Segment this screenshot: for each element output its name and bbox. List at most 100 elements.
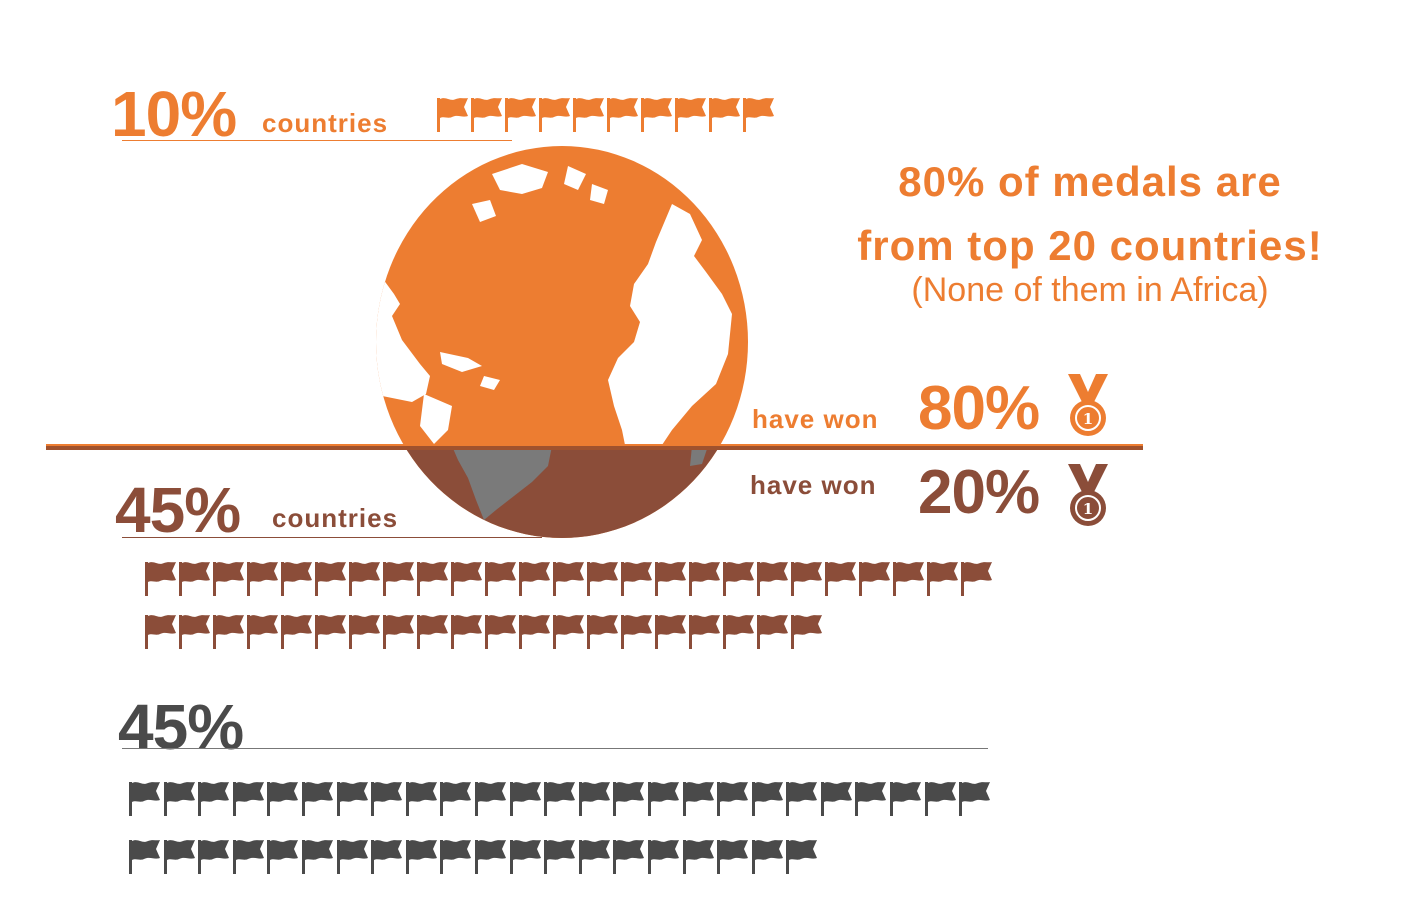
flag-icon: [301, 840, 333, 874]
top-share-label: have won: [752, 404, 879, 434]
flag-icon: [179, 615, 210, 649]
flag-icon: [485, 615, 516, 649]
flag-icon: [440, 782, 472, 816]
flag-icon: [417, 615, 448, 649]
headline-line-1: 80% of medals are: [898, 158, 1282, 205]
flag-icon: [213, 615, 244, 649]
flag-icon: [179, 562, 210, 596]
top-flag-row: [436, 96, 776, 134]
middle-group-percent: 45%: [115, 474, 241, 546]
bottom-group-rule: [122, 748, 988, 749]
middle-group-label: countries: [272, 503, 399, 533]
flag-icon: [927, 562, 958, 596]
flag-icon: [371, 782, 403, 816]
headline-line-2: from top 20 countries!: [857, 222, 1323, 269]
flag-icon: [717, 840, 749, 874]
flag-icon: [485, 562, 516, 596]
flag-icon: [281, 615, 312, 649]
flag-icon: [437, 98, 468, 132]
flag-icon: [893, 562, 924, 596]
flag-icon: [213, 562, 244, 596]
top-share-percent: 80%: [918, 374, 1040, 443]
bottom-share-label: have won: [750, 470, 877, 500]
flag-icon: [519, 562, 550, 596]
flag-icon: [647, 782, 679, 816]
divider-line-highlight: [46, 444, 1143, 446]
flag-icon: [405, 840, 437, 874]
flag-icon: [553, 615, 584, 649]
flag-icon: [825, 562, 856, 596]
bottom-flag-row-2: [128, 838, 819, 876]
top-group-percent: 10%: [111, 78, 237, 150]
flag-icon: [349, 562, 380, 596]
flag-icon: [336, 840, 368, 874]
bottom-share-percent: 20%: [918, 458, 1040, 527]
flag-icon: [417, 562, 448, 596]
flag-icon: [757, 615, 788, 649]
flag-icon: [232, 840, 264, 874]
flag-icon: [544, 782, 576, 816]
flag-icon: [145, 615, 176, 649]
flag-icon: [281, 562, 312, 596]
flag-icon: [336, 782, 368, 816]
middle-flag-row-2: [144, 613, 824, 651]
svg-text:1: 1: [1083, 500, 1093, 518]
svg-text:1: 1: [1083, 410, 1093, 428]
flag-icon: [855, 782, 887, 816]
medal-icon: 1: [1068, 374, 1108, 436]
divider-line: [46, 445, 1143, 450]
flag-icon: [924, 782, 956, 816]
flag-icon: [621, 562, 652, 596]
middle-flag-row-1: [144, 560, 994, 598]
flag-icon: [129, 840, 160, 874]
flag-icon: [743, 98, 774, 132]
flag-icon: [751, 840, 783, 874]
headline: 80% of medals are from top 20 countries!: [790, 150, 1390, 278]
flag-icon: [451, 615, 482, 649]
flag-icon: [757, 562, 788, 596]
flag-icon: [371, 840, 403, 874]
flag-icon: [717, 782, 749, 816]
flag-icon: [859, 562, 890, 596]
flag-icon: [505, 98, 536, 132]
middle-group-rule: [122, 537, 542, 538]
flag-icon: [709, 98, 740, 132]
bottom-group-percent: 45%: [118, 691, 244, 763]
flag-icon: [405, 782, 437, 816]
top-group-rule: [122, 140, 512, 141]
flag-icon: [578, 840, 610, 874]
flag-icon: [474, 782, 506, 816]
flag-icon: [315, 615, 346, 649]
flag-icon: [474, 840, 506, 874]
flag-icon: [607, 98, 638, 132]
flag-icon: [349, 615, 380, 649]
flag-icon: [689, 615, 720, 649]
medal-icon: 1: [1068, 464, 1108, 526]
flag-icon: [791, 562, 822, 596]
flag-icon: [959, 782, 991, 816]
flag-icon: [578, 782, 610, 816]
globe-icon: [376, 146, 748, 538]
flag-icon: [961, 562, 992, 596]
flag-icon: [471, 98, 502, 132]
flag-icon: [198, 782, 230, 816]
flag-icon: [820, 782, 852, 816]
flag-icon: [613, 840, 645, 874]
flag-icon: [519, 615, 550, 649]
flag-icon: [573, 98, 604, 132]
flag-icon: [383, 562, 414, 596]
flag-icon: [641, 98, 672, 132]
flag-icon: [621, 615, 652, 649]
flag-icon: [786, 840, 818, 874]
flag-icon: [647, 840, 679, 874]
flag-icon: [791, 615, 822, 649]
flag-icon: [786, 782, 818, 816]
flag-icon: [539, 98, 570, 132]
bottom-flag-row-1: [128, 780, 992, 818]
flag-icon: [247, 615, 278, 649]
flag-icon: [383, 615, 414, 649]
headline-note: (None of them in Africa): [911, 271, 1269, 309]
flag-icon: [163, 782, 195, 816]
flag-icon: [315, 562, 346, 596]
flag-icon: [544, 840, 576, 874]
